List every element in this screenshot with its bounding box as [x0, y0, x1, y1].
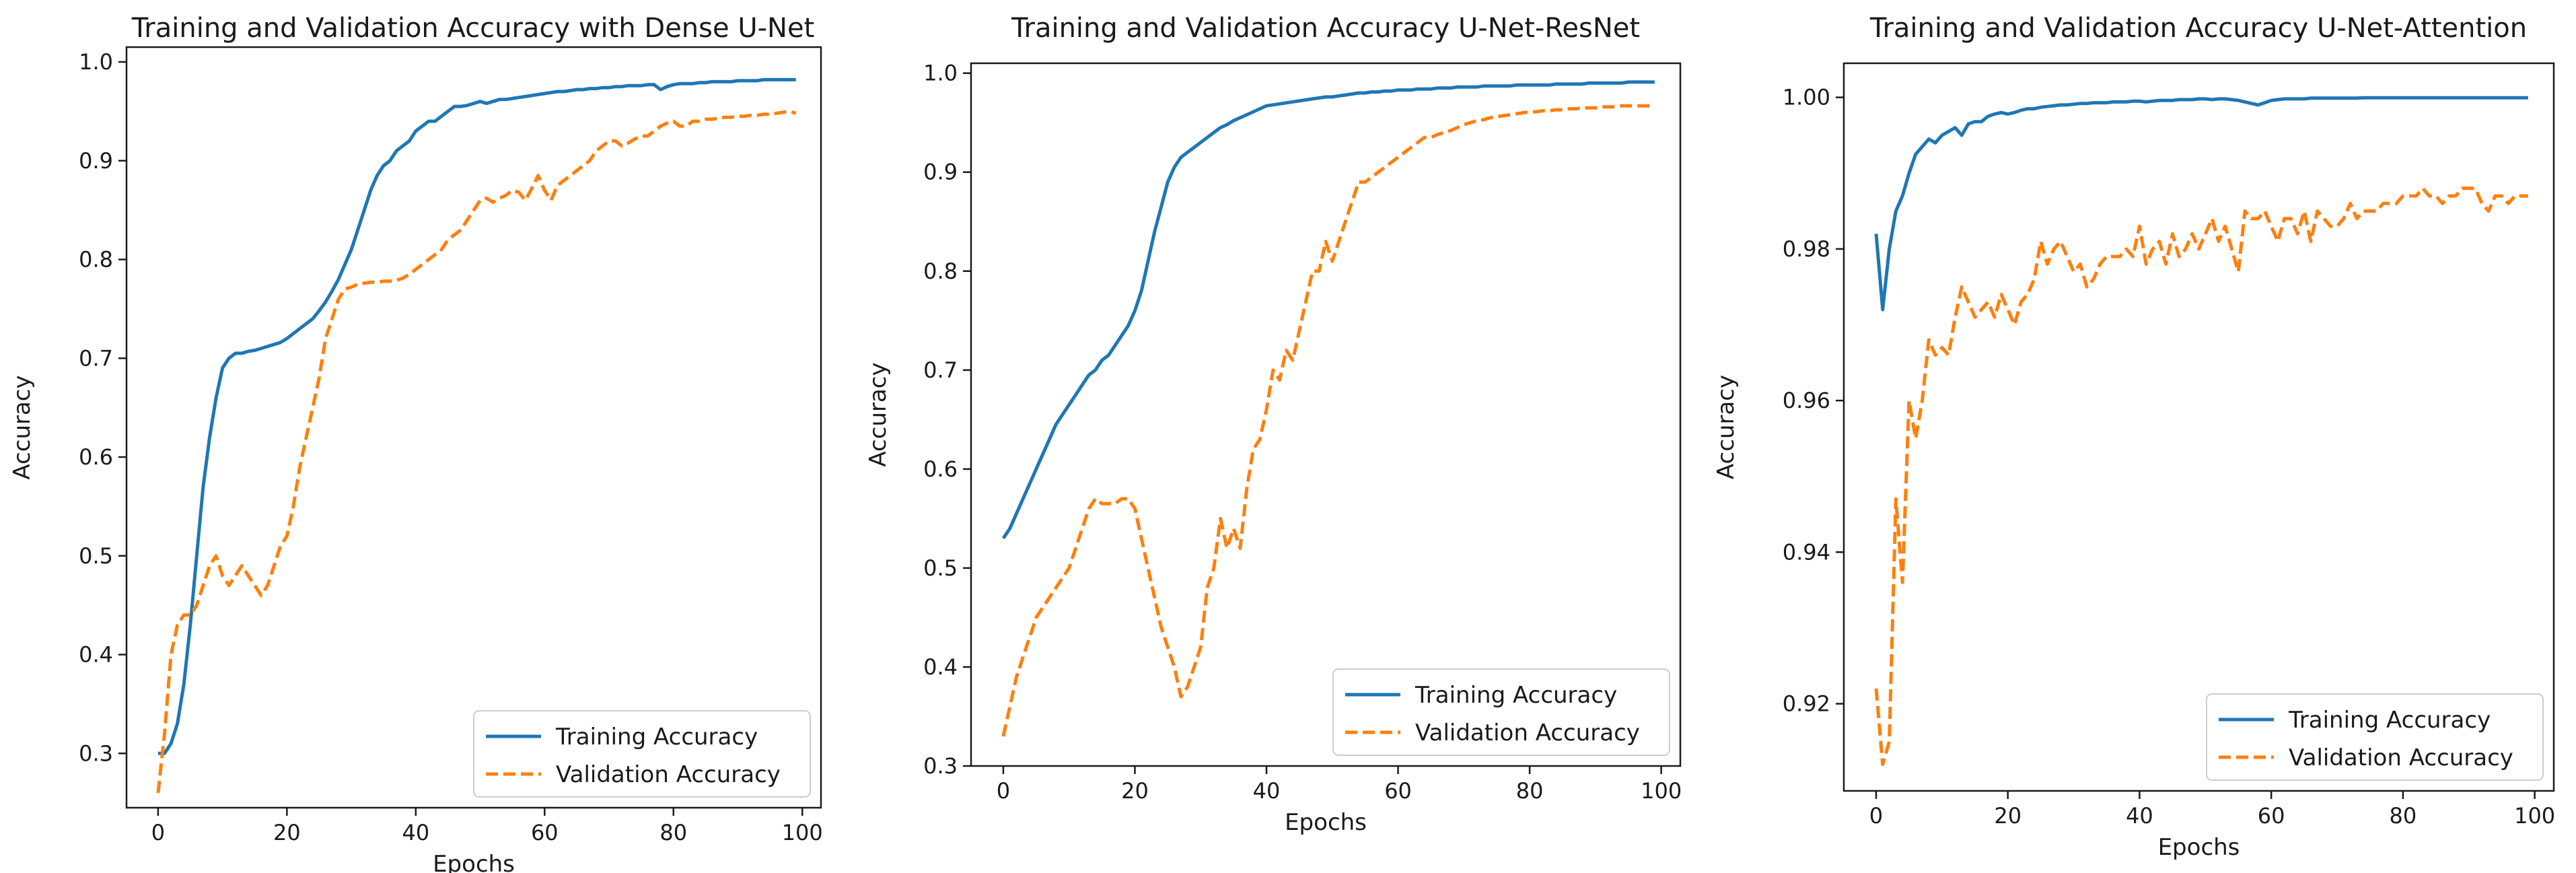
y-axis-label: Accuracy: [9, 375, 36, 479]
y-tick-label: 0.7: [79, 345, 113, 371]
y-tick-label: 0.92: [1783, 691, 1830, 717]
y-tick-label: 0.6: [923, 456, 958, 482]
axes-frame: [125, 46, 822, 809]
y-tick-label: 0.98: [1783, 236, 1830, 262]
legend-validation-label: Validation Accuracy: [556, 761, 781, 788]
y-tick-label: 0.5: [79, 543, 113, 569]
chart-title: Training and Validation Accuracy U-Net-R…: [1011, 13, 1640, 44]
legend: Training Accuracy Validation Accuracy: [2206, 693, 2544, 781]
legend-box: [473, 710, 811, 798]
y-tick-label: 0.3: [79, 740, 113, 766]
validation-accuracy-line: [156, 109, 797, 794]
y-tick-label: 0.5: [923, 555, 958, 581]
legend-training-label: Training Accuracy: [1415, 682, 1617, 709]
x-tick-label: 80: [659, 820, 687, 845]
y-tick-label: 0.7: [923, 357, 958, 383]
legend-box: [2206, 693, 2544, 781]
x-axis-label: Epochs: [433, 851, 515, 873]
legend: Training Accuracy Validation Accuracy: [473, 710, 811, 798]
x-tick-label: 40: [2126, 803, 2153, 829]
legend-training-label: Training Accuracy: [2288, 707, 2491, 734]
x-tick-label: 20: [1121, 778, 1149, 804]
y-tick-label: 0.6: [79, 444, 113, 470]
y-tick-label: 0.96: [1783, 388, 1830, 413]
x-tick-label: 0: [151, 820, 165, 845]
y-tick-label: 1.0: [79, 49, 113, 75]
y-tick-label: 1.0: [923, 61, 958, 86]
chart-panel-3: Training and Validation Accuracy U-Net-A…: [1713, 13, 2555, 861]
training-accuracy-line: [1001, 80, 1655, 540]
x-tick-label: 40: [1253, 778, 1281, 804]
validation-accuracy-line: [1874, 186, 2528, 767]
y-tick-label: 0.8: [923, 258, 958, 284]
x-axis-label: Epochs: [2158, 834, 2240, 861]
x-tick-label: 40: [402, 820, 429, 845]
x-tick-label: 20: [1994, 803, 2022, 829]
y-tick-label: 1.00: [1783, 85, 1830, 110]
chart-title: Training and Validation Accuracy with De…: [131, 13, 815, 44]
y-tick-label: 0.3: [923, 753, 958, 779]
y-tick-label: 0.4: [923, 654, 958, 680]
legend-validation-label: Validation Accuracy: [1415, 720, 1640, 746]
y-tick-label: 0.9: [79, 148, 113, 174]
chart-title: Training and Validation Accuracy U-Net-A…: [1869, 13, 2527, 44]
axes-frame: [970, 62, 1682, 767]
x-tick-label: 100: [1641, 778, 1682, 804]
y-tick-label: 0.8: [79, 247, 113, 273]
x-tick-label: 80: [1516, 778, 1544, 804]
x-tick-label: 60: [1384, 778, 1412, 804]
x-tick-label: 100: [782, 820, 823, 845]
y-tick-label: 0.94: [1783, 539, 1830, 565]
y-axis-label: Accuracy: [865, 362, 892, 466]
axes-frame: [1842, 62, 2555, 792]
chart-panel-1: Training and Validation Accuracy with De…: [9, 13, 823, 873]
x-tick-label: 60: [531, 820, 559, 845]
x-tick-label: 80: [2390, 803, 2417, 829]
y-tick-label: 0.4: [79, 642, 113, 668]
legend-training-label: Training Accuracy: [555, 724, 758, 750]
y-tick-label: 0.9: [923, 160, 958, 185]
training-accuracy-line: [157, 77, 796, 755]
x-tick-label: 20: [273, 820, 301, 845]
legend-box: [1332, 668, 1670, 756]
legend: Training Accuracy Validation Accuracy: [1332, 668, 1670, 756]
y-axis-label: Accuracy: [1713, 375, 1740, 479]
x-tick-label: 60: [2258, 803, 2285, 829]
x-tick-label: 0: [1869, 803, 1883, 829]
chart-panel-2: Training and Validation Accuracy U-Net-R…: [865, 13, 1682, 836]
x-axis-label: Epochs: [1285, 809, 1367, 836]
training-accuracy-line: [1874, 96, 2528, 312]
validation-accuracy-line: [1001, 104, 1655, 737]
legend-validation-label: Validation Accuracy: [2289, 744, 2513, 771]
x-tick-label: 0: [997, 778, 1010, 804]
x-tick-label: 100: [2514, 803, 2555, 829]
